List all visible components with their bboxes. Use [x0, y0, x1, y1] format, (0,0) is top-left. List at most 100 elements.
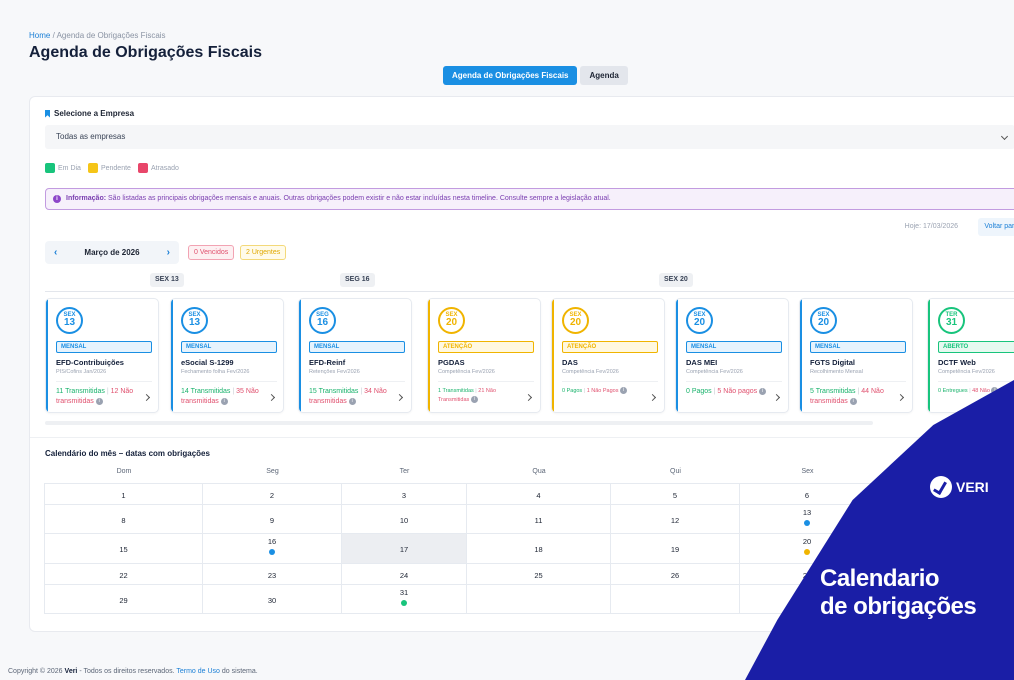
card-weekday: SEX: [817, 312, 830, 318]
chevron-right-icon[interactable]: [267, 393, 276, 402]
card-badge: MENSAL: [309, 341, 405, 353]
calendar-title: Calendário do mês – datas com obrigações: [45, 449, 210, 458]
info-icon[interactable]: i: [849, 397, 857, 405]
info-icon[interactable]: i: [348, 397, 356, 405]
calendar-day-cell[interactable]: 5: [610, 483, 740, 505]
obligation-card[interactable]: SEX 13 MENSAL EFD-Contribuições PIS/Cofi…: [45, 298, 159, 413]
chevron-right-icon[interactable]: [142, 393, 151, 402]
card-stats-separator: |: [106, 388, 109, 395]
info-icon[interactable]: i: [220, 397, 228, 405]
calendar-day-cell[interactable]: 22: [44, 563, 203, 585]
calendar-day-cell[interactable]: 30: [202, 584, 342, 614]
calendar-day-cell[interactable]: 25: [466, 563, 611, 585]
card-divider: [810, 381, 906, 382]
obligation-dot: [804, 520, 810, 526]
card-accent-bar: [428, 299, 430, 412]
chevron-right-icon[interactable]: [772, 393, 781, 402]
card-pending-count: 1 Não Pagos: [586, 388, 619, 394]
chevron-right-icon[interactable]: [395, 393, 404, 402]
calendar-weekday: Ter: [399, 468, 410, 475]
overdue-badge[interactable]: 0 Vencidos: [188, 245, 235, 260]
calendar-day-cell[interactable]: 1: [44, 483, 203, 505]
chevron-right-icon[interactable]: [648, 393, 657, 402]
obligation-card[interactable]: SEX 20 MENSAL FGTS Digital Recolhimento …: [799, 298, 913, 413]
obligation-card[interactable]: TER 31 ABERTO DCTF Web Competência Fev/2…: [927, 298, 1014, 413]
card-day: 20: [445, 317, 458, 328]
terms-link[interactable]: Termo de Uso: [176, 668, 220, 675]
calendar-day-cell[interactable]: 29: [44, 584, 203, 614]
next-month-button[interactable]: ›: [166, 247, 170, 258]
calendar-day-number: 20: [802, 537, 812, 546]
tab-agenda[interactable]: Agenda: [580, 66, 628, 85]
company-select[interactable]: Todas as empresas: [45, 125, 1014, 149]
card-stats-separator: |: [857, 388, 860, 395]
card-weekday: TER: [945, 312, 958, 318]
timeline-scrollbar[interactable]: [45, 421, 873, 425]
info-icon[interactable]: i: [470, 396, 478, 404]
obligation-card[interactable]: SEX 20 MENSAL DAS MEI Competência Fev/20…: [675, 298, 789, 413]
breadcrumb-home-link[interactable]: Home: [29, 31, 51, 40]
timeline-line: [45, 291, 1014, 292]
calendar-day-cell[interactable]: 8: [44, 504, 203, 534]
calendar-day-cell[interactable]: 18: [466, 533, 611, 564]
calendar-weekday: Sex: [801, 468, 814, 475]
card-badge: ATENÇÃO: [438, 341, 534, 353]
company-select-label: Selecione a Empresa: [45, 109, 134, 118]
obligation-card[interactable]: SEX 20 ATENÇÃO DAS Competência Fev/2026 …: [551, 298, 665, 413]
calendar-day-cell[interactable]: 26: [610, 563, 740, 585]
card-stats-separator: |: [232, 388, 235, 395]
card-stats: 14 Transmitidas | 35 Não transmitidas i: [181, 387, 267, 407]
card-date-circle: SEX 20: [562, 307, 589, 334]
card-badge: ATENÇÃO: [562, 341, 658, 353]
card-divider: [686, 381, 782, 382]
tab-agenda-obrigacoes[interactable]: Agenda de Obrigações Fiscais: [443, 66, 578, 85]
calendar-day-cell[interactable]: 12: [610, 504, 740, 534]
card-date-circle: SEX 20: [438, 307, 465, 334]
calendar-day-cell[interactable]: 9: [202, 504, 342, 534]
obligation-card[interactable]: SEG 16 MENSAL EFD-Reinf Retenções Fev/20…: [298, 298, 412, 413]
obligation-card[interactable]: SEX 13 MENSAL eSocial S-1299 Fechamento …: [170, 298, 284, 413]
calendar-day-number: 23: [267, 570, 277, 580]
legend-label: Pendente: [100, 164, 131, 172]
calendar-day-cell[interactable]: 17: [341, 533, 467, 564]
chevron-right-icon[interactable]: [524, 393, 533, 402]
chevron-right-icon[interactable]: [896, 393, 905, 402]
promo-line-2: de obrigações: [820, 593, 977, 620]
calendar-day-cell[interactable]: 15: [44, 533, 203, 564]
calendar-day-cell[interactable]: 31: [341, 584, 467, 614]
back-to-today-button[interactable]: Voltar para Hoje: [978, 218, 1014, 236]
calendar-day-cell[interactable]: 16: [202, 533, 342, 564]
calendar-day-number: 9: [269, 515, 275, 525]
urgent-badge[interactable]: 2 Urgentes: [240, 245, 287, 260]
obligation-card[interactable]: SEX 20 ATENÇÃO PGDAS Competência Fev/202…: [427, 298, 541, 413]
card-ok-count: 5 Transmitidas: [810, 388, 856, 395]
obligation-dot: [804, 549, 810, 555]
card-stats-separator: |: [475, 388, 477, 394]
info-icon[interactable]: i: [759, 387, 767, 395]
calendar-day-cell[interactable]: 3: [341, 483, 467, 505]
footer-suffix: do sistema.: [221, 668, 258, 675]
info-icon[interactable]: i: [991, 387, 999, 395]
breadcrumb: Home / Agenda de Obrigações Fiscais: [29, 31, 166, 40]
calendar-day-cell[interactable]: 10: [341, 504, 467, 534]
breadcrumb-separator: /: [52, 31, 55, 40]
info-icon[interactable]: i: [95, 397, 103, 405]
card-weekday: SEX: [63, 312, 76, 318]
card-name: DAS MEI: [686, 358, 718, 367]
card-stats: 15 Transmitidas | 34 Não transmitidas i: [309, 387, 395, 407]
calendar-day-cell[interactable]: 11: [466, 504, 611, 534]
card-divider: [181, 381, 277, 382]
footer: Copyright © 2026 Veri - Todos os direito…: [8, 668, 258, 675]
card-divider: [309, 381, 405, 382]
prev-month-button[interactable]: ‹: [54, 247, 58, 258]
card-badge: MENSAL: [810, 341, 906, 353]
calendar-day-cell[interactable]: 19: [610, 533, 740, 564]
info-icon[interactable]: i: [620, 387, 628, 395]
calendar-day-number: 13: [802, 508, 812, 517]
calendar-day-cell[interactable]: 2: [202, 483, 342, 505]
calendar-day-cell[interactable]: 4: [466, 483, 611, 505]
month-navigator: ‹ Março de 2026 ›: [45, 241, 179, 264]
card-divider: [938, 381, 1014, 382]
calendar-day-cell[interactable]: 24: [341, 563, 467, 585]
calendar-day-cell[interactable]: 23: [202, 563, 342, 585]
